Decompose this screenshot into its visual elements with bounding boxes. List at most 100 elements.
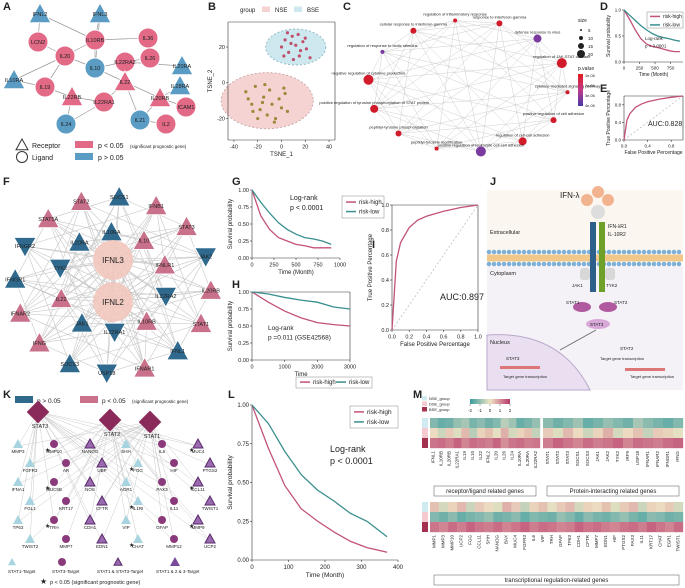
node: [153, 286, 178, 309]
x-axis-label: False Positive Percentage: [400, 342, 470, 348]
lipid-head: [641, 261, 647, 267]
point: [285, 31, 290, 35]
colorbar: [470, 399, 510, 404]
y-tick-label: 0.75: [238, 307, 249, 313]
node: [170, 535, 178, 543]
heat-cell: [574, 502, 584, 513]
x-tick-label: 0: [250, 263, 253, 269]
column-label: SHH: [486, 535, 491, 545]
column-label: VIP: [540, 535, 545, 542]
node-label: MMP12: [166, 544, 182, 549]
y-axis-label: True Positive Percentage: [368, 233, 374, 301]
node-label: HIF: [170, 468, 178, 473]
node-label: IL20RB: [151, 96, 170, 102]
node: [62, 535, 70, 543]
column-label: TP63: [567, 535, 572, 546]
node: [96, 494, 108, 506]
legend-label: NSE: [275, 8, 287, 14]
pathway-label: Target gene transcription: [503, 374, 547, 379]
y-tick-label: 0.50: [238, 222, 249, 228]
node-label: IFNGR2: [15, 244, 35, 250]
node: [189, 311, 213, 334]
edge: [37, 411, 175, 504]
legend-label: risk-high: [359, 200, 382, 206]
series-line: [251, 189, 332, 249]
edge: [39, 331, 115, 344]
node: [48, 258, 73, 280]
lipid-head: [506, 249, 512, 255]
heat-cell: [461, 438, 470, 449]
edge: [114, 331, 178, 352]
heat-cell: [508, 418, 517, 429]
edge: [537, 38, 554, 121]
heat-cell: [583, 522, 593, 533]
column-label: GFAP: [558, 535, 563, 547]
legend-box: [646, 11, 684, 29]
node: [148, 85, 172, 108]
go-term: regulation of response to biotic stimulu…: [347, 43, 417, 48]
group-strip: [422, 438, 428, 448]
y-axis-label: Survival probability: [606, 15, 612, 57]
node: [49, 286, 74, 309]
y-axis-label: Survival probability: [228, 199, 234, 249]
point: [289, 41, 293, 46]
node: [204, 494, 216, 506]
lipid-head: [561, 261, 567, 267]
heat-cell: [439, 522, 449, 533]
x-tick-label: -20: [254, 145, 262, 151]
edge: [89, 421, 151, 485]
point: [287, 50, 291, 54]
arrow: [559, 329, 597, 351]
column-label: TWIST1: [675, 535, 680, 552]
edge: [53, 419, 111, 523]
node-label: IL19: [40, 85, 51, 91]
x-tick-label: 500: [291, 263, 300, 269]
heat-cell: [466, 502, 476, 513]
node-label: IL21: [135, 118, 146, 124]
heat-cell: [653, 428, 664, 439]
go-node: [363, 74, 374, 85]
column-label: IL20: [494, 451, 499, 460]
heat-cell: [637, 512, 648, 523]
heat-cell: [469, 418, 478, 429]
node: [139, 47, 161, 69]
x-tick-label: 20: [302, 145, 308, 151]
significance-star: ★: [129, 466, 134, 473]
section-title: transcriptional regulation-related genes: [505, 578, 609, 584]
heat-cell: [538, 502, 548, 513]
legend-icon: [577, 50, 585, 58]
node: [132, 228, 156, 251]
lipid-head: [581, 249, 587, 255]
heat-cell: [543, 418, 554, 429]
heat-cell: [466, 522, 476, 533]
node-label: AR: [63, 468, 70, 473]
legend-swatch: [422, 407, 427, 412]
edge: [413, 30, 482, 152]
lipid-head: [661, 261, 667, 267]
heat-cell: [511, 522, 521, 533]
node-label: IFNL2: [102, 298, 124, 307]
point: [273, 116, 278, 121]
pathway-label: STAT2: [620, 346, 634, 351]
heat-cell: [485, 438, 494, 449]
legend-label: risk-high: [367, 409, 392, 416]
go-term: positive regulation of leukocyte cell-ce…: [438, 142, 525, 147]
heat-cell: [430, 428, 439, 439]
heat-cell: [430, 522, 440, 533]
legend-icon: [8, 558, 16, 566]
panel-label: B: [208, 1, 216, 13]
heat-cell: [593, 418, 604, 429]
heat-cell: [573, 428, 584, 439]
heat-cell: [520, 502, 530, 513]
edge: [37, 411, 163, 447]
node-label: UBP: [97, 468, 106, 473]
edge: [382, 51, 482, 152]
node-label: MMP10: [46, 449, 62, 454]
edge: [17, 421, 151, 523]
node-label: GFAP: [156, 525, 168, 530]
edge: [109, 419, 199, 485]
node: [27, 31, 49, 53]
column-label: MMP1: [431, 535, 436, 548]
heat-cell: [673, 502, 684, 513]
stat-pill: [573, 302, 591, 312]
